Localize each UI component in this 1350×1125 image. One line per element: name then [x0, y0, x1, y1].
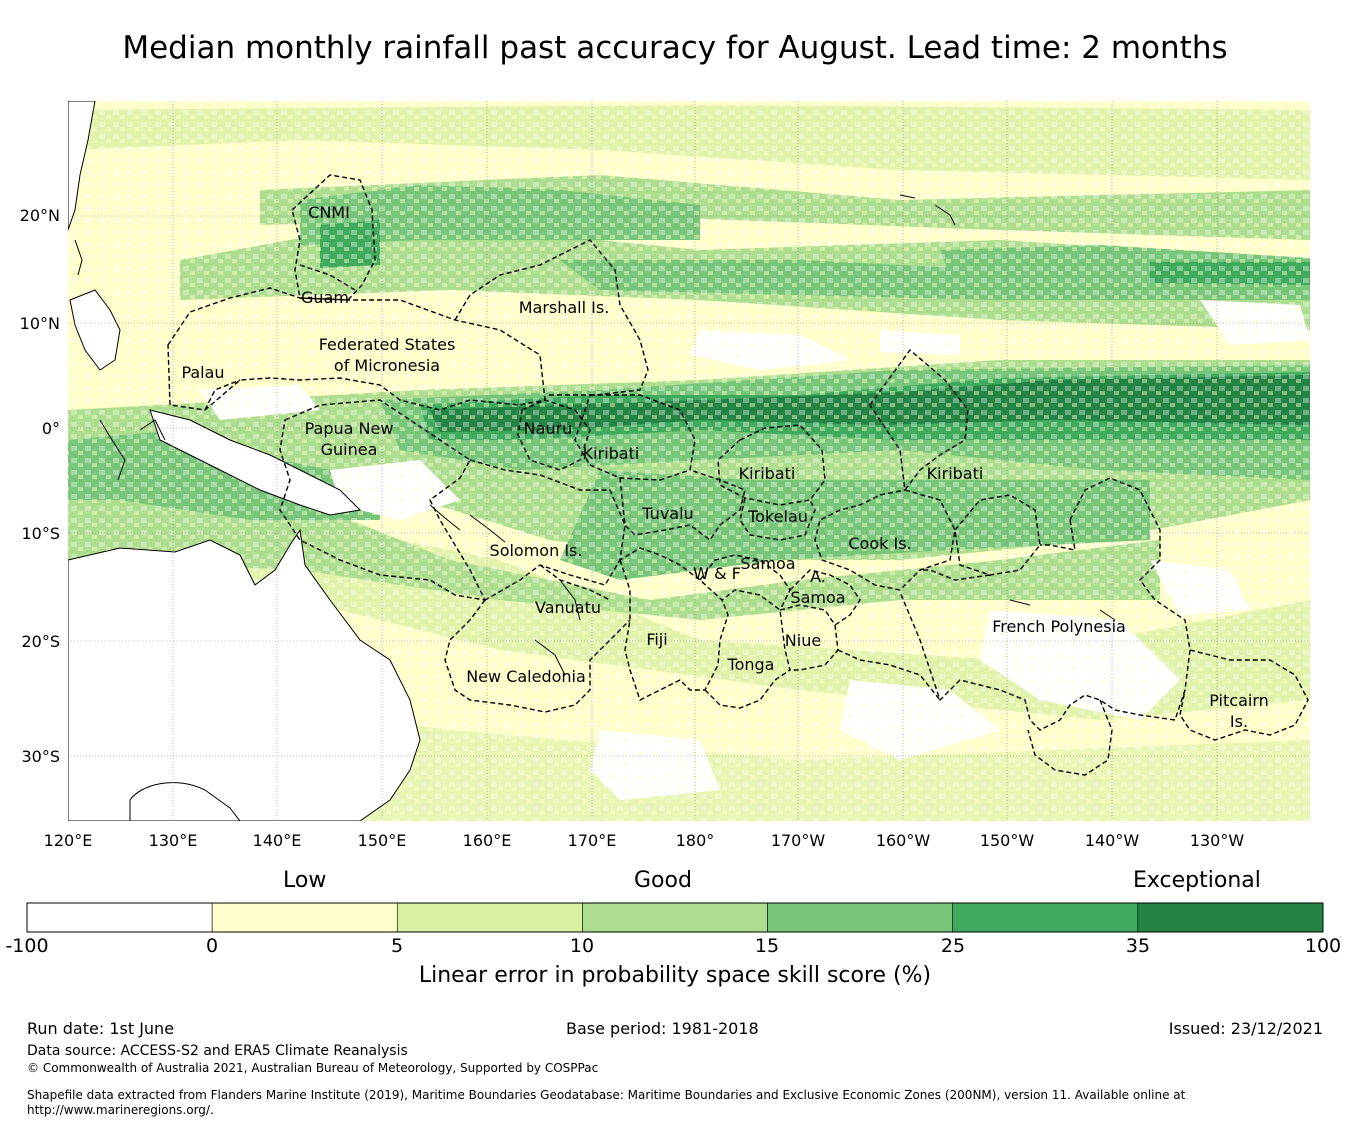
issued-date: Issued: 23/12/2021	[1168, 1019, 1323, 1038]
region-labels: CNMI Guam Marshall Is. Federated States …	[181, 203, 1268, 731]
colorbar-title: Linear error in probability space skill …	[418, 963, 932, 988]
label-tonga: Tonga	[727, 655, 775, 674]
lon-label-160w: 160°W	[875, 831, 931, 850]
label-pitcairn-line2: Is.	[1230, 712, 1248, 731]
lon-label-120e: 120°E	[43, 831, 93, 850]
label-wallis-futuna: W & F	[693, 564, 741, 583]
lon-label-130w: 130°W	[1189, 831, 1245, 850]
lon-label-140w: 140°W	[1084, 831, 1140, 850]
page-title: Median monthly rainfall past accuracy fo…	[122, 30, 1228, 66]
colorbar-tick-7: 100	[1304, 935, 1342, 957]
lat-label-10n: 10°N	[19, 314, 60, 333]
colorbar-tick-0: -100	[5, 935, 49, 957]
eez-boundaries	[167, 174, 1309, 776]
land-masses	[68, 101, 421, 821]
label-pitcairn-line1: Pitcairn	[1209, 691, 1269, 710]
label-solomon-is: Solomon Is.	[490, 541, 583, 560]
label-marshall-is: Marshall Is.	[519, 298, 610, 317]
lon-label-170w: 170°W	[770, 831, 826, 850]
label-cook-is: Cook Is.	[848, 534, 911, 553]
lon-label-150w: 150°W	[979, 831, 1035, 850]
colorbar-tick-3: 10	[569, 935, 595, 957]
label-palau: Palau	[181, 363, 224, 382]
lon-label-170e: 170°E	[567, 831, 617, 850]
label-tokelau: Tokelau	[747, 507, 808, 526]
label-guam: Guam	[301, 288, 349, 307]
legend-category-exceptional: Exceptional	[1133, 868, 1261, 893]
island-outlines	[74, 194, 1116, 676]
label-fiji: Fiji	[646, 630, 667, 649]
lon-label-130e: 130°E	[148, 831, 198, 850]
label-fsm-line1: Federated States	[319, 335, 456, 354]
label-american-samoa-line1: A.	[810, 567, 826, 586]
shapefile-credit: Shapefile data extracted from Flanders M…	[27, 1088, 1186, 1102]
label-kiribati-east: Kiribati	[927, 464, 984, 483]
base-period: Base period: 1981-2018	[566, 1019, 759, 1038]
colorbar-tick-5: 25	[940, 935, 966, 957]
run-date: Run date: 1st June	[27, 1019, 175, 1038]
lon-label-180: 180°	[675, 831, 715, 850]
lon-label-150e: 150°E	[357, 831, 407, 850]
label-kiribati-west: Kiribati	[583, 444, 640, 463]
lon-label-160e: 160°E	[462, 831, 512, 850]
lat-label-equator: 0°	[41, 419, 60, 438]
label-french-polynesia: French Polynesia	[992, 617, 1126, 636]
lat-label-30s: 30°S	[21, 747, 60, 766]
lat-label-10s: 10°S	[21, 524, 60, 543]
colorbar-tick-4: 15	[754, 935, 780, 957]
legend-category-low: Low	[283, 868, 327, 893]
colorbar-tick-1: 0	[205, 935, 219, 957]
label-fsm-line2: of Micronesia	[334, 356, 440, 375]
shapefile-url[interactable]: http://www.marineregions.org/.	[27, 1103, 214, 1117]
label-nauru: Nauru	[524, 419, 573, 438]
label-tuvalu: Tuvalu	[641, 504, 693, 523]
label-new-caledonia: New Caledonia	[466, 667, 586, 686]
label-vanuatu: Vanuatu	[535, 598, 601, 617]
lon-label-140e: 140°E	[252, 831, 302, 850]
label-kiribati-central: Kiribati	[739, 464, 796, 483]
label-samoa: Samoa	[740, 554, 795, 573]
label-cnmi: CNMI	[308, 203, 350, 222]
label-american-samoa-line2: Samoa	[790, 588, 845, 607]
label-png-line2: Guinea	[321, 440, 378, 459]
colorbar-tick-6: 35	[1125, 935, 1151, 957]
lat-label-20s: 20°S	[21, 632, 60, 651]
copyright: © Commonwealth of Australia 2021, Austra…	[27, 1061, 599, 1075]
label-png-line1: Papua New	[305, 419, 394, 438]
legend-category-good: Good	[634, 868, 692, 893]
label-niue: Niue	[785, 631, 821, 650]
data-source: Data source: ACCESS-S2 and ERA5 Climate …	[27, 1043, 408, 1059]
lat-label-20n: 20°N	[19, 206, 60, 225]
colorbar-tick-2: 5	[390, 935, 404, 957]
